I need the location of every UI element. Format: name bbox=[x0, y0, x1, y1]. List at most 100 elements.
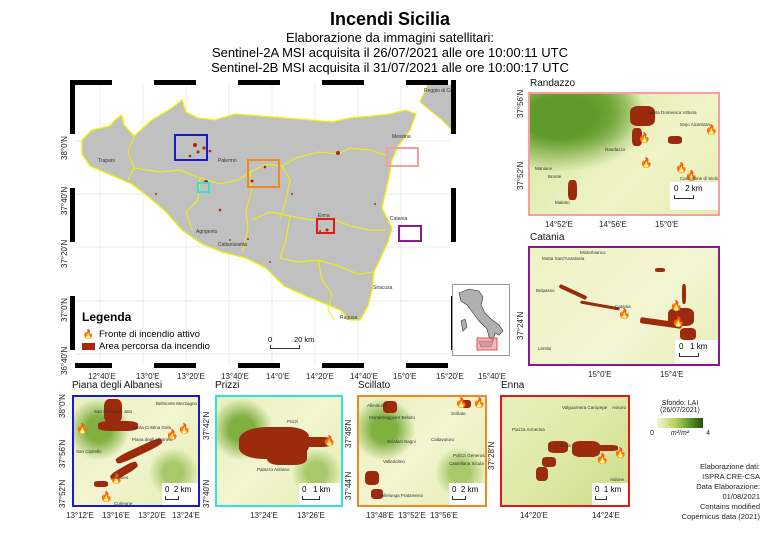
lat-label: 38°0'N bbox=[60, 136, 69, 160]
scale-box: 0 1 km bbox=[592, 483, 628, 505]
svg-text:Palermo: Palermo bbox=[218, 158, 237, 164]
sicily-map-svg: Trapani Palermo Messina Reggio di Calabr… bbox=[70, 79, 465, 368]
lon-label: 12°40'E bbox=[88, 372, 116, 381]
lai-legend-title: Sfondo: LAI bbox=[661, 400, 699, 407]
lai-max: 4 bbox=[706, 430, 710, 437]
fire-icon: 🔥 bbox=[614, 448, 627, 459]
inset-title-randazzo: Randazzo bbox=[530, 78, 576, 89]
place-label: Corleone bbox=[114, 501, 133, 506]
place-label: Valledolmo bbox=[383, 459, 405, 464]
place-label: Castellana Sicula bbox=[449, 461, 484, 466]
fire-icon: 🔥 bbox=[638, 133, 651, 144]
place-label: Scillato bbox=[451, 411, 466, 416]
inset-randazzo[interactable]: 🔥 🔥 🔥 🔥 🔥 Randazzo Maniace Bronte Malett… bbox=[528, 92, 720, 216]
burned-area bbox=[302, 437, 332, 447]
fire-icon: 🔥 bbox=[675, 163, 688, 174]
burned-area bbox=[98, 421, 138, 431]
fire-icon: 🔥 bbox=[76, 424, 89, 435]
lon-label: 14°20'E bbox=[306, 372, 334, 381]
inset-catania[interactable]: 🔥 🔥 🔥 Motta Sant'Anastasia Misterbianco … bbox=[528, 246, 720, 366]
legend-item-fire-front: 🔥 Fronte di incendio attivo bbox=[82, 328, 200, 340]
lat-label: 37°42'N bbox=[202, 411, 211, 440]
map-title: Incendi Sicilia bbox=[329, 9, 451, 29]
lon-label: 13°24'E bbox=[172, 511, 200, 520]
legend-item-burned-area: Area percorsa da incendio bbox=[82, 340, 210, 352]
lai-unit: m²/m² bbox=[670, 430, 690, 437]
inset-enna[interactable]: 🔥 🔥 Valguarnera Caropepe Assoro Piazza A… bbox=[500, 395, 630, 507]
place-label: Prizzi bbox=[287, 419, 298, 424]
lon-label: 14°52'E bbox=[545, 220, 573, 229]
place-label: Sclafani Bagni bbox=[387, 439, 416, 444]
map-frame-right bbox=[451, 80, 456, 368]
fire-icon: 🔥 bbox=[618, 309, 631, 320]
svg-text:Catania: Catania bbox=[390, 216, 407, 222]
burned-area bbox=[632, 128, 642, 146]
burned-area bbox=[548, 441, 568, 453]
subtitle-line3: Sentinel-2B MSI acquisita il 31/07/2021 … bbox=[211, 60, 569, 75]
lon-label: 13°16'E bbox=[102, 511, 130, 520]
lat-label: 37°44'N bbox=[344, 471, 353, 500]
fire-icon: 🔥 bbox=[473, 398, 486, 409]
lon-label: 15°0'E bbox=[588, 370, 612, 379]
lon-label: 14°0'E bbox=[266, 372, 290, 381]
scale-box: 0 2 km bbox=[162, 483, 198, 505]
fire-icon: 🔥 bbox=[110, 474, 123, 485]
lon-label: 13°52'E bbox=[398, 511, 426, 520]
fire-icon: 🔥 bbox=[323, 436, 336, 447]
fire-icon: 🔥 bbox=[640, 158, 653, 169]
place-label: Randazzo bbox=[605, 147, 626, 152]
place-label: Caltavuturo bbox=[431, 437, 455, 442]
lat-label: 37°56'N bbox=[58, 439, 67, 468]
lon-label: 14°20'E bbox=[520, 511, 548, 520]
svg-text:Trapani: Trapani bbox=[98, 158, 115, 164]
svg-text:Siracusa: Siracusa bbox=[373, 285, 393, 291]
place-label: Palazzo Adriano bbox=[257, 467, 290, 472]
lon-label: 13°48'E bbox=[366, 511, 394, 520]
place-label: Assoro bbox=[612, 405, 627, 410]
scale-bar bbox=[270, 345, 300, 349]
fire-icon: 🔥 bbox=[705, 125, 718, 136]
fire-icon: 🔥 bbox=[166, 430, 179, 441]
fire-icon: 🔥 bbox=[82, 328, 95, 339]
lon-label: 15°20'E bbox=[436, 372, 464, 381]
place-label: Vallelunga Pratameno bbox=[379, 493, 423, 498]
inset-title-prizzi: Prizzi bbox=[215, 380, 240, 391]
place-label: San Giuseppe Jato bbox=[94, 409, 133, 414]
legend-title: Legenda bbox=[82, 310, 132, 324]
burned-area bbox=[568, 180, 577, 200]
fire-icon: 🔥 bbox=[178, 424, 191, 435]
burned-area bbox=[542, 457, 556, 467]
inset-piana-degli-albanesi[interactable]: 🔥 🔥 🔥 🔥 🔥 San Giuseppe Jato Santa Cristi… bbox=[72, 395, 200, 507]
lon-label: 13°24'E bbox=[250, 511, 278, 520]
place-label: Maletto bbox=[555, 200, 570, 205]
burned-area bbox=[655, 268, 665, 272]
place-label: Santa Domenica Vittoria bbox=[648, 110, 697, 115]
fire-icon: 🔥 bbox=[672, 317, 685, 328]
map-frame-top bbox=[70, 80, 456, 85]
credits: Elaborazione dati: ISPRA CRE-CSA Data El… bbox=[681, 462, 760, 521]
svg-text:Agrigento: Agrigento bbox=[196, 229, 218, 235]
main-map[interactable]: Trapani Palermo Messina Reggio di Calabr… bbox=[70, 79, 465, 368]
italy-locator bbox=[452, 284, 510, 356]
svg-text:Reggio di Calabria: Reggio di Calabria bbox=[424, 88, 456, 94]
place-label: Bronte bbox=[548, 174, 562, 179]
lon-label: 14°56'E bbox=[599, 220, 627, 229]
burned-area bbox=[94, 481, 108, 487]
place-label: Marineo bbox=[112, 475, 129, 480]
svg-text:Messina: Messina bbox=[392, 134, 411, 140]
header: Incendi Sicilia Elaborazione da immagini… bbox=[180, 8, 600, 75]
lon-label: 15°0'E bbox=[655, 220, 679, 229]
inset-prizzi[interactable]: 🔥 Prizzi Palazzo Adriano 0 1 km bbox=[215, 395, 343, 507]
lon-label: 13°0'E bbox=[136, 372, 160, 381]
scale-box: 0 1 km bbox=[675, 340, 718, 364]
burned-area bbox=[680, 328, 696, 340]
burned-area bbox=[596, 445, 618, 451]
lon-label: 15°4'E bbox=[660, 370, 684, 379]
lon-label: 13°26'E bbox=[297, 511, 325, 520]
lai-legend: Sfondo: LAI (26/07/2021) 0 m²/m² 4 bbox=[650, 400, 710, 437]
inset-scillato[interactable]: 🔥 🔥 Aliminusa Montemaggiore Belsito Scil… bbox=[357, 395, 487, 507]
place-label: Misterbianco bbox=[580, 250, 606, 255]
burned-area bbox=[371, 489, 383, 499]
lon-label: 13°56'E bbox=[430, 511, 458, 520]
inset-title-scillato: Scillato bbox=[358, 380, 391, 391]
